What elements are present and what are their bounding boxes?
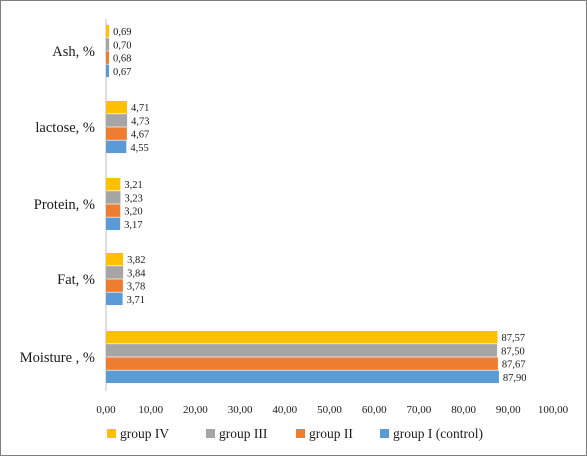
category-label: lactose, % bbox=[35, 120, 95, 136]
data-label: 3,21 bbox=[124, 180, 142, 191]
bar bbox=[106, 344, 498, 357]
data-label: 87,90 bbox=[503, 373, 527, 384]
bar bbox=[106, 140, 127, 154]
legend-label: group III bbox=[219, 426, 268, 441]
data-label: 87,57 bbox=[501, 333, 525, 344]
category-label: Fat, % bbox=[57, 272, 95, 288]
x-tick-label: 80,00 bbox=[451, 404, 476, 416]
data-label: 0,70 bbox=[113, 40, 131, 51]
data-label: 3,82 bbox=[127, 255, 145, 266]
data-label: 0,67 bbox=[113, 67, 131, 78]
bar bbox=[106, 357, 498, 370]
x-tick-label: 30,00 bbox=[228, 404, 253, 416]
x-tick-label: 10,00 bbox=[138, 404, 163, 416]
data-label: 4,73 bbox=[131, 116, 149, 127]
data-label: 87,50 bbox=[501, 346, 525, 357]
legend-swatch bbox=[296, 429, 305, 438]
bar bbox=[106, 217, 121, 231]
data-label: 4,55 bbox=[130, 143, 148, 154]
bar bbox=[106, 292, 123, 306]
legend-swatch bbox=[206, 429, 215, 438]
bar bbox=[106, 330, 498, 344]
bars bbox=[106, 24, 499, 384]
data-label: 3,23 bbox=[124, 193, 142, 204]
legend-swatch bbox=[107, 429, 116, 438]
x-tick-label: 0,00 bbox=[96, 404, 116, 416]
category-label: Protein, % bbox=[34, 197, 95, 213]
data-label: 4,71 bbox=[131, 103, 149, 114]
category-label: Moisture , % bbox=[20, 350, 95, 366]
bar bbox=[106, 370, 499, 384]
legend-label: group I (control) bbox=[393, 426, 483, 441]
bar bbox=[106, 24, 110, 38]
data-label: 3,20 bbox=[124, 207, 142, 218]
data-label: 3,78 bbox=[127, 282, 145, 293]
x-tick-label: 60,00 bbox=[362, 404, 387, 416]
bar bbox=[106, 204, 121, 217]
data-label: 0,69 bbox=[113, 27, 131, 38]
bar bbox=[106, 38, 110, 51]
x-tick-label: 20,00 bbox=[183, 404, 208, 416]
legend-swatch bbox=[380, 429, 389, 438]
x-tick-label: 100,00 bbox=[538, 404, 569, 416]
data-label: 3,84 bbox=[127, 268, 146, 279]
legend: group IV group III group II group I (contro… bbox=[107, 426, 483, 441]
data-label: 3,71 bbox=[127, 295, 145, 306]
bar bbox=[106, 51, 110, 64]
axes: 0,00 10,00 20,00 30,00 40,00 50,00 60,00 70,00 8… bbox=[96, 19, 569, 416]
x-tick-label: 90,00 bbox=[496, 404, 521, 416]
bar bbox=[106, 177, 121, 191]
bar bbox=[106, 100, 128, 114]
x-tick-label: 70,00 bbox=[407, 404, 432, 416]
bar bbox=[106, 279, 123, 292]
bar bbox=[106, 191, 121, 204]
legend-label: group IV bbox=[120, 426, 169, 441]
data-label: 0,68 bbox=[113, 54, 131, 65]
data-label: 4,67 bbox=[131, 130, 149, 141]
bar bbox=[106, 252, 124, 266]
legend-label: group II bbox=[309, 426, 353, 441]
bar bbox=[106, 64, 109, 78]
category-label: Ash, % bbox=[52, 44, 95, 60]
data-label: 3,17 bbox=[124, 220, 142, 231]
x-tick-label: 50,00 bbox=[317, 404, 342, 416]
bar bbox=[106, 266, 124, 279]
bar bbox=[106, 114, 128, 127]
labels: Ash, % lactose, % Protein, % Fat, % Moisture… bbox=[20, 27, 527, 384]
bar bbox=[106, 127, 127, 140]
x-tick-label: 40,00 bbox=[272, 404, 297, 416]
data-label: 87,67 bbox=[502, 360, 526, 371]
